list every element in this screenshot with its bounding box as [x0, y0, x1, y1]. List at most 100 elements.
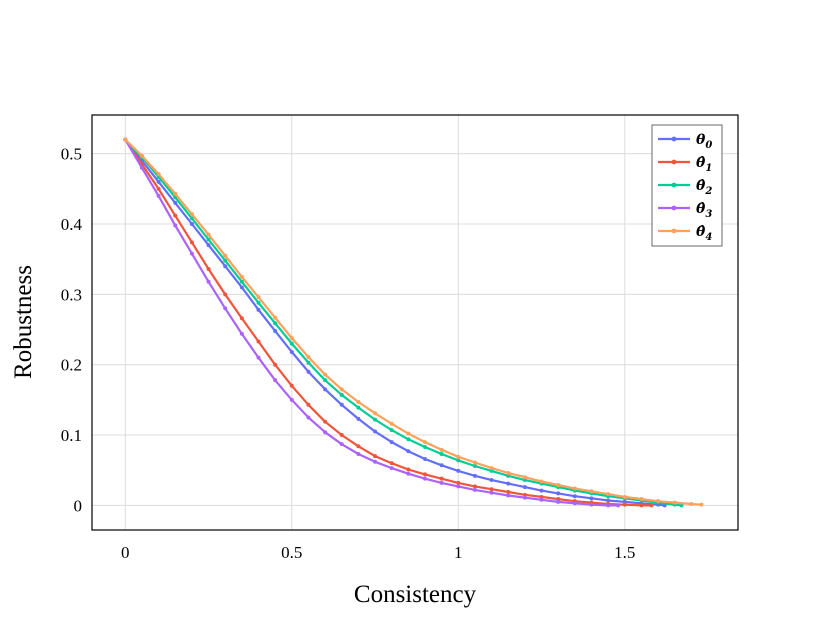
data-point	[606, 492, 611, 497]
x-tick-label: 0.5	[281, 543, 302, 562]
data-point	[422, 456, 427, 461]
data-point	[689, 501, 694, 506]
data-point	[356, 452, 361, 457]
data-point	[339, 387, 344, 392]
data-point	[406, 449, 411, 454]
y-tick-label: 0.2	[61, 356, 82, 375]
legend-item: θ̂3	[658, 201, 712, 220]
data-point	[589, 489, 594, 494]
data-point	[189, 216, 194, 221]
data-point	[406, 471, 411, 476]
data-point	[439, 463, 444, 468]
data-point	[506, 493, 511, 498]
data-point	[239, 279, 244, 284]
data-point	[356, 444, 361, 449]
data-point	[556, 491, 561, 496]
data-point	[323, 387, 328, 392]
data-point	[123, 137, 128, 142]
data-point	[256, 300, 261, 305]
data-point	[339, 433, 344, 438]
legend-marker	[671, 205, 677, 211]
data-point	[339, 442, 344, 447]
series-lines	[123, 137, 704, 508]
data-point	[306, 415, 311, 420]
data-point	[156, 193, 161, 198]
x-tick-labels: 0 0.5 1 1.5	[121, 543, 635, 562]
data-point	[572, 486, 577, 491]
y-tick-label: 0.3	[61, 285, 82, 304]
data-point	[439, 476, 444, 481]
data-point	[256, 339, 261, 344]
legend-label: θ̂1	[696, 155, 712, 174]
data-point	[406, 437, 411, 442]
legend-label: θ0	[696, 132, 712, 151]
data-point	[139, 153, 144, 158]
x-tick-label: 1	[454, 543, 463, 562]
data-point	[522, 485, 527, 490]
data-point	[406, 467, 411, 472]
data-point	[456, 454, 461, 459]
data-point	[206, 243, 211, 248]
data-point	[622, 499, 627, 504]
data-point	[639, 497, 644, 502]
data-point	[422, 445, 427, 449]
data-point	[273, 378, 278, 383]
data-point	[472, 463, 477, 468]
data-point	[489, 478, 494, 483]
data-point	[506, 481, 511, 486]
data-point	[572, 501, 577, 506]
data-point	[289, 383, 294, 388]
legend-item: θ̂4	[658, 224, 712, 243]
data-point	[223, 264, 228, 269]
data-point	[239, 274, 244, 279]
data-point	[206, 279, 211, 284]
series-line	[124, 139, 619, 507]
data-point	[306, 360, 311, 365]
data-point	[472, 473, 477, 478]
data-point	[339, 402, 344, 407]
data-point	[156, 179, 161, 184]
data-point	[422, 440, 427, 445]
data-point	[189, 240, 194, 245]
data-point	[356, 399, 361, 404]
legend: θ0 θ̂1 θ̂2 θ̂3 θ̂4	[651, 124, 723, 247]
data-point	[306, 402, 311, 407]
data-point	[206, 237, 211, 242]
y-tick-label: 0.5	[61, 145, 82, 164]
legend-item: θ̂2	[658, 178, 712, 197]
x-tick-label: 1.5	[614, 543, 635, 562]
data-point	[306, 369, 311, 374]
x-tick-label: 0	[121, 543, 130, 562]
data-point	[206, 232, 211, 237]
data-point	[422, 476, 427, 481]
data-point	[406, 431, 411, 436]
series-2	[123, 137, 684, 508]
plot-frame	[91, 114, 739, 531]
grid-lines	[92, 115, 738, 530]
data-point	[616, 503, 621, 508]
data-point	[679, 503, 684, 508]
data-point	[156, 186, 161, 191]
data-point	[456, 468, 461, 473]
data-point	[622, 494, 627, 499]
legend-marker	[671, 136, 677, 142]
y-tick-labels: 0 0.1 0.2 0.3 0.4 0.5	[61, 145, 83, 516]
data-point	[522, 478, 527, 483]
data-point	[606, 503, 611, 508]
data-point	[273, 362, 278, 367]
legend-item: θ̂1	[658, 155, 712, 174]
data-point	[373, 429, 378, 434]
data-point	[439, 452, 444, 457]
data-point	[472, 460, 477, 465]
data-point	[323, 430, 328, 435]
data-point	[373, 459, 378, 464]
data-point	[223, 306, 228, 311]
data-point	[289, 335, 294, 340]
data-point	[356, 405, 361, 410]
data-point	[649, 503, 654, 508]
y-tick-label: 0.1	[61, 426, 82, 445]
series-4	[123, 137, 704, 507]
data-point	[223, 292, 228, 297]
data-point	[206, 267, 211, 272]
data-point	[223, 258, 228, 263]
